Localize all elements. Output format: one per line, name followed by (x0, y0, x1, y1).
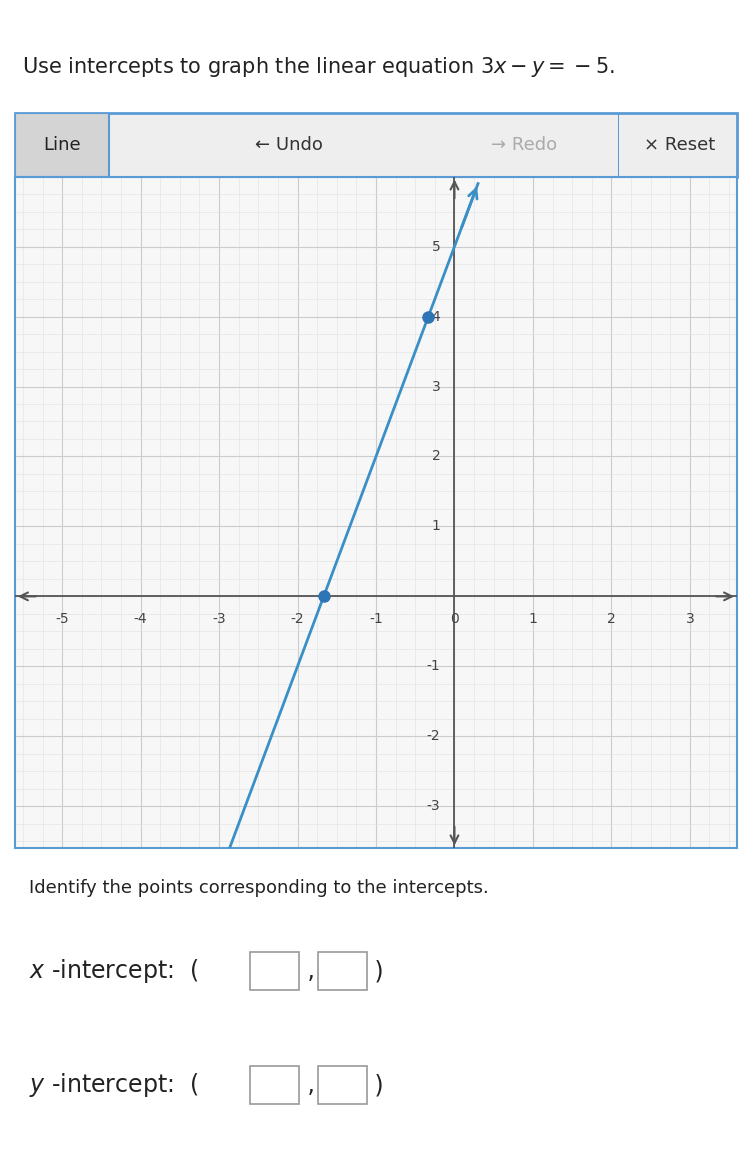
Text: 4: 4 (432, 309, 441, 323)
Text: 0: 0 (450, 611, 459, 626)
Text: Use intercepts to graph the linear equation $3x - y = -5$.: Use intercepts to graph the linear equat… (23, 55, 615, 79)
Text: -1: -1 (369, 611, 383, 626)
Text: 3: 3 (432, 380, 441, 394)
Text: $y$ -intercept:  (: $y$ -intercept: ( (29, 1071, 201, 1099)
FancyBboxPatch shape (318, 952, 367, 990)
Text: ): ) (367, 1073, 384, 1097)
Text: 5: 5 (432, 239, 441, 253)
Text: -1: -1 (426, 659, 441, 673)
Text: 2: 2 (607, 611, 616, 626)
Text: × Reset: × Reset (644, 136, 715, 153)
Text: -5: -5 (56, 611, 69, 626)
Text: -2: -2 (426, 730, 441, 744)
Text: Line: Line (43, 136, 80, 153)
Text: → Redo: → Redo (491, 136, 557, 153)
Text: 2: 2 (432, 450, 441, 464)
Text: $x$ -intercept:  (: $x$ -intercept: ( (29, 957, 201, 985)
Text: -3: -3 (426, 799, 441, 813)
Text: Identify the points corresponding to the intercepts.: Identify the points corresponding to the… (29, 878, 490, 897)
Text: 3: 3 (686, 611, 694, 626)
FancyBboxPatch shape (15, 113, 737, 177)
Text: 1: 1 (432, 519, 441, 533)
FancyBboxPatch shape (318, 1066, 367, 1104)
Text: ← Undo: ← Undo (256, 136, 323, 153)
Text: -4: -4 (134, 611, 147, 626)
FancyBboxPatch shape (15, 113, 109, 177)
Text: -2: -2 (291, 611, 305, 626)
Text: ,: , (300, 959, 315, 983)
Text: ,: , (300, 1073, 315, 1097)
Text: -3: -3 (212, 611, 226, 626)
FancyBboxPatch shape (250, 952, 299, 990)
Text: 1: 1 (529, 611, 538, 626)
Text: ): ) (367, 959, 384, 983)
FancyBboxPatch shape (250, 1066, 299, 1104)
